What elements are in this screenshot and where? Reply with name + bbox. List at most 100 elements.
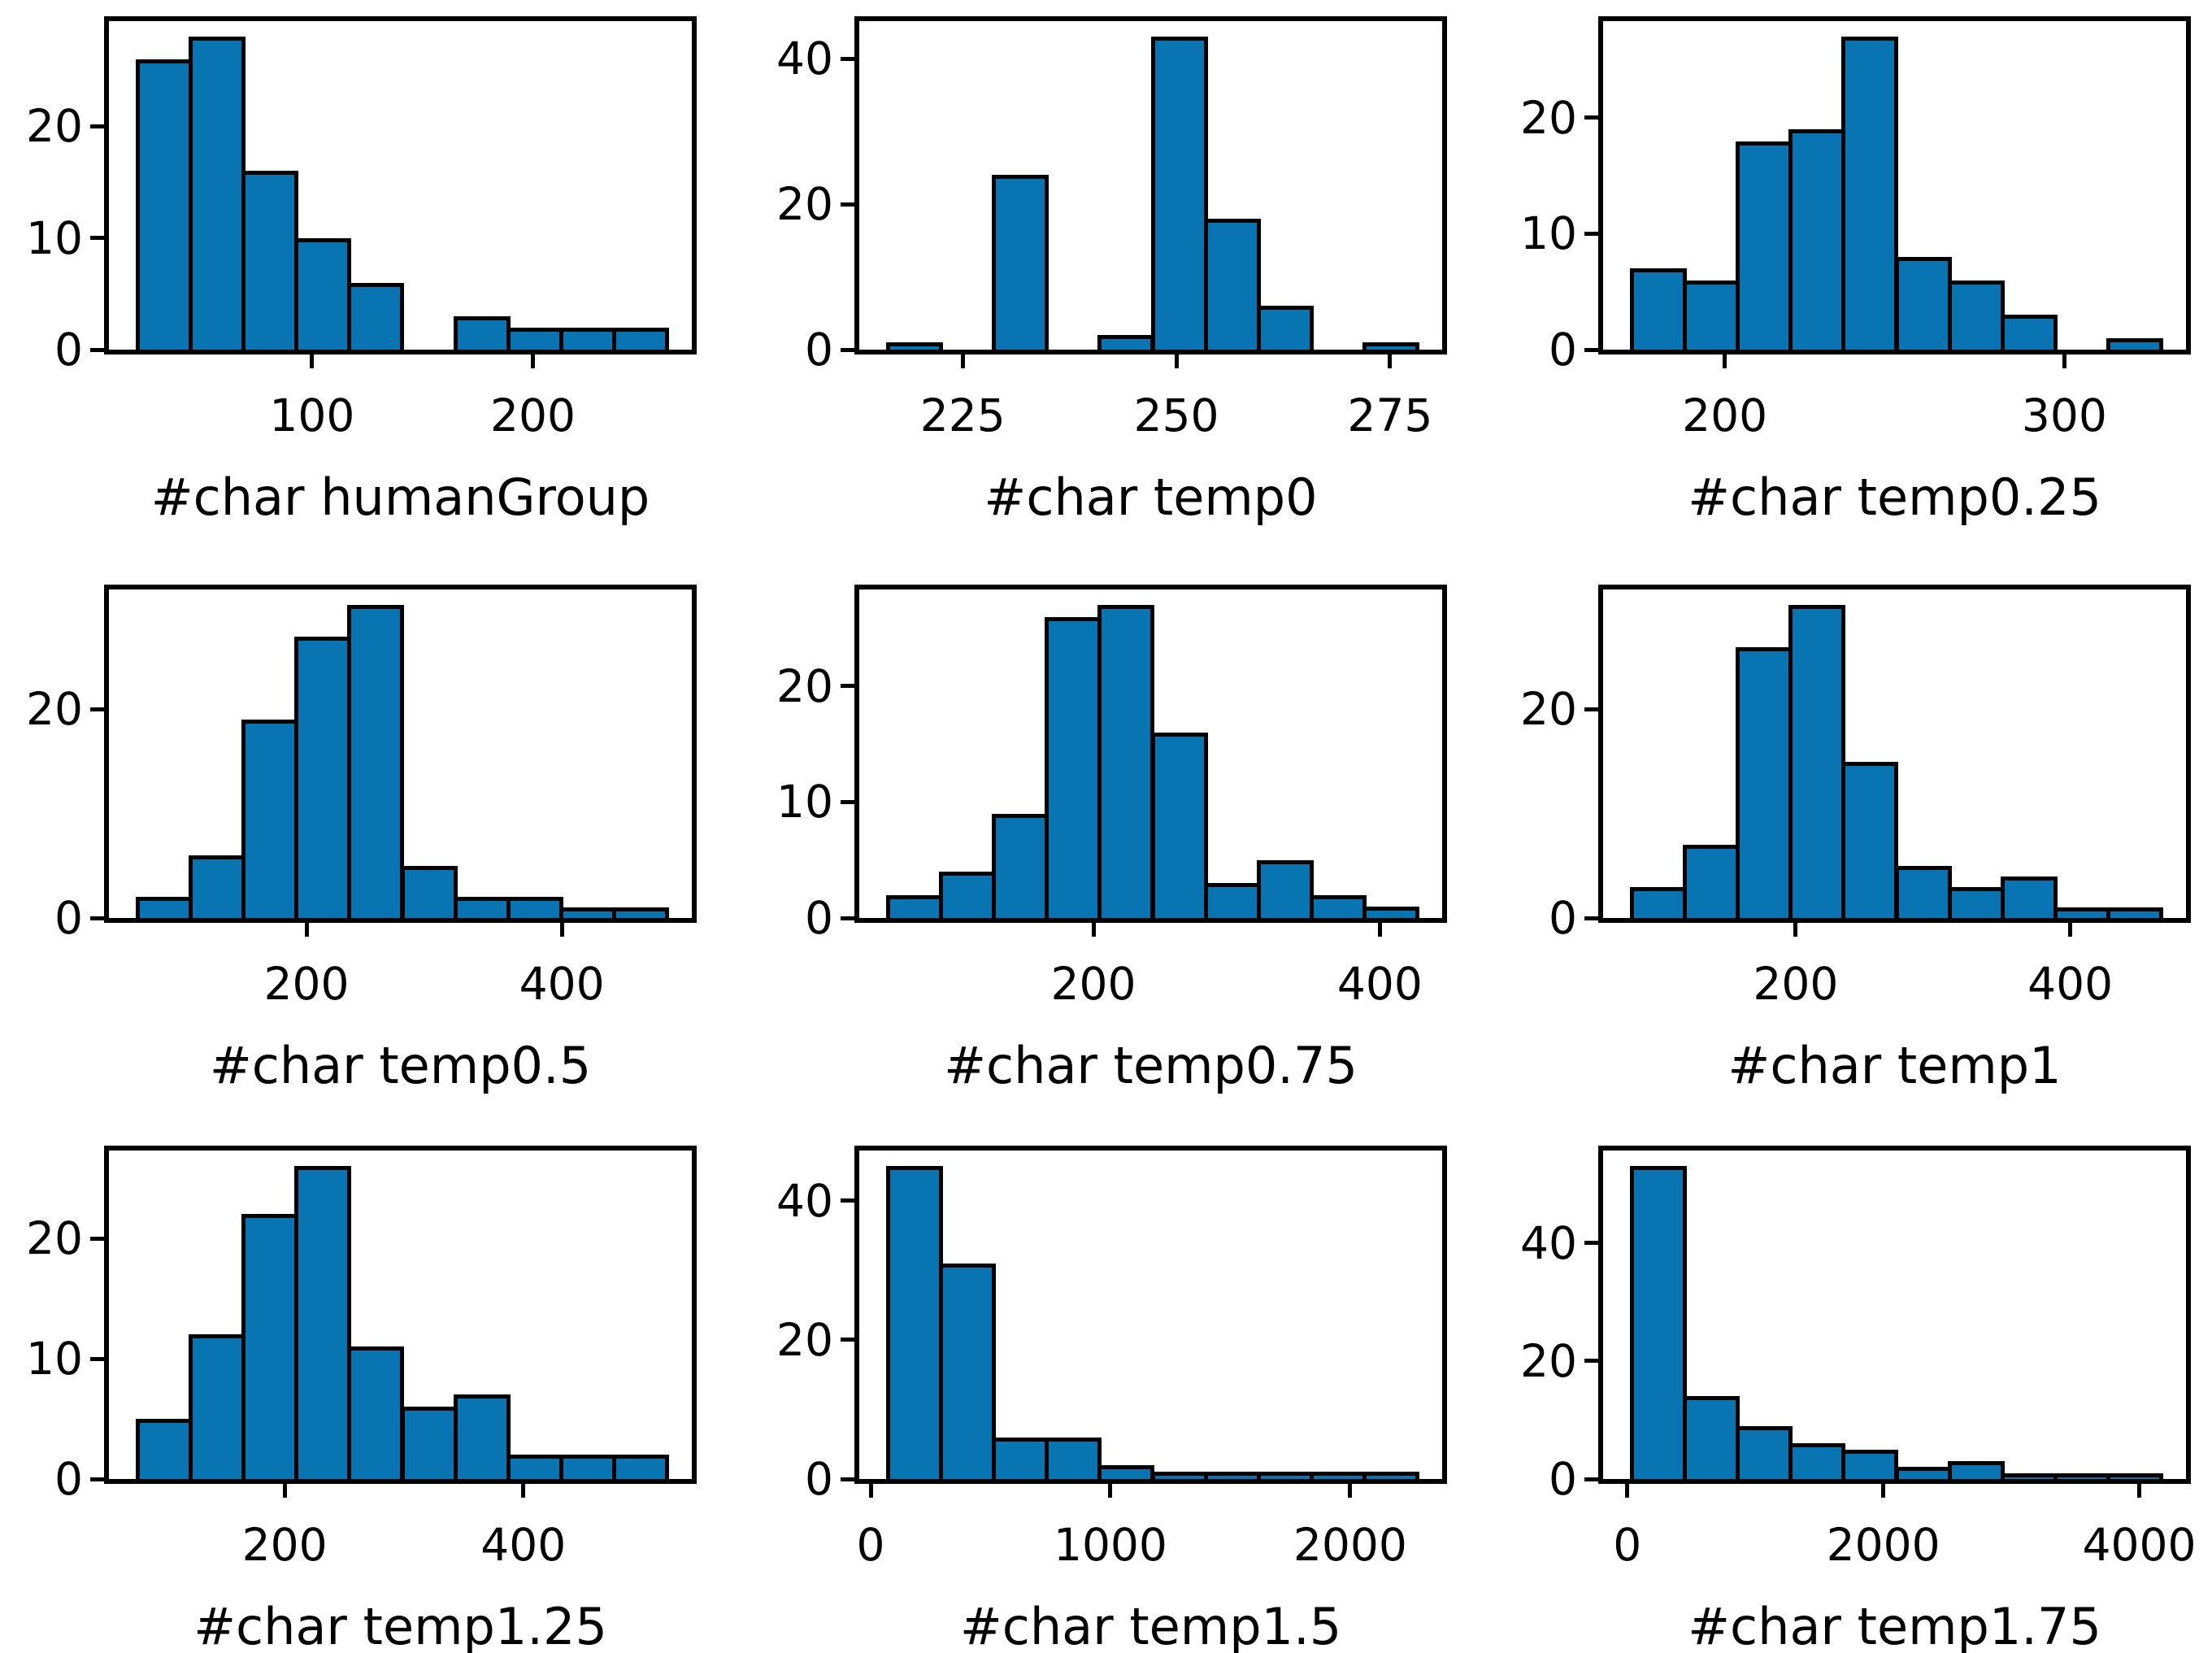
subplot-char-temp0.5: [104, 585, 697, 923]
x-axis-label: #char temp0.75: [944, 1036, 1358, 1095]
histogram-bar: [1682, 1396, 1740, 1479]
histogram-bar: [1045, 1437, 1102, 1479]
x-tick-mark: [1723, 355, 1727, 368]
x-tick-mark: [1793, 923, 1798, 937]
histogram-bar: [1150, 1472, 1208, 1479]
x-axis-label: #char temp0.25: [1688, 468, 2101, 527]
y-tick-mark: [1584, 1359, 1598, 1364]
histogram-bar: [559, 1455, 617, 1479]
histogram-bar: [347, 282, 405, 350]
histogram-bar: [135, 59, 193, 350]
histogram-bar: [506, 1455, 564, 1479]
histogram-bar: [1894, 257, 1952, 350]
x-tick-label: 1000: [1053, 1519, 1167, 1571]
x-tick-label: 0: [1613, 1519, 1642, 1571]
subplot-char-temp0.25: [1598, 16, 2191, 355]
histogram-bar: [1203, 218, 1261, 350]
y-tick-label: 20: [776, 178, 833, 231]
histogram-bar: [188, 855, 246, 918]
x-tick-label: 200: [241, 1519, 328, 1571]
y-tick-label: 40: [776, 1174, 833, 1227]
x-tick-label: 300: [2021, 389, 2107, 442]
y-tick-label: 10: [26, 211, 83, 264]
x-tick-mark: [2062, 355, 2066, 368]
histogram-bar: [612, 907, 670, 918]
y-tick-label: 0: [805, 892, 833, 944]
histogram-bar: [1310, 894, 1367, 918]
y-tick-label: 10: [1520, 207, 1577, 260]
x-axis-label: #char humanGroup: [150, 468, 650, 527]
histogram-bar: [1841, 37, 1899, 350]
y-tick-mark: [841, 1477, 854, 1481]
histogram-bar: [135, 897, 193, 918]
x-tick-label: 250: [1133, 389, 1219, 442]
histogram-bar: [1097, 1464, 1155, 1479]
y-tick-label: 10: [776, 776, 833, 829]
x-tick-label: 225: [919, 389, 1006, 442]
y-tick-mark: [1584, 347, 1598, 352]
x-tick-mark: [2137, 1484, 2142, 1498]
x-tick-mark: [304, 923, 309, 937]
histogram-bar: [559, 327, 617, 350]
histogram-bar: [506, 897, 564, 918]
y-tick-label: 40: [776, 33, 833, 85]
y-tick-mark: [841, 347, 854, 352]
y-tick-mark: [1584, 1477, 1598, 1481]
y-tick-mark: [1584, 916, 1598, 920]
histogram-bar: [559, 907, 617, 918]
histogram-bar: [991, 1437, 1050, 1479]
y-tick-mark: [90, 347, 104, 352]
x-tick-label: 200: [1050, 958, 1136, 1010]
histogram-bar: [1203, 1472, 1261, 1479]
histogram-bar: [1841, 1449, 1899, 1479]
y-tick-label: 0: [1549, 324, 1577, 376]
histogram-bar: [400, 865, 458, 918]
x-tick-mark: [282, 1484, 287, 1498]
histogram-bar: [1362, 342, 1420, 350]
histogram-bar: [1735, 646, 1793, 918]
y-tick-mark: [90, 236, 104, 241]
x-tick-label: 2000: [1826, 1519, 1940, 1571]
histogram-bar: [294, 237, 352, 350]
histogram-bar: [1150, 37, 1208, 350]
x-tick-label: 400: [1336, 958, 1423, 1010]
histogram-bar: [1682, 845, 1740, 918]
histogram-bar: [1203, 883, 1261, 918]
histogram-bar: [2053, 1472, 2111, 1479]
histogram-bar: [2106, 337, 2164, 350]
histogram-bar: [1629, 268, 1687, 350]
y-tick-label: 20: [776, 659, 833, 712]
y-tick-label: 0: [54, 324, 83, 376]
histogram-bar: [612, 327, 670, 350]
y-tick-mark: [841, 916, 854, 920]
histogram-bar: [991, 813, 1050, 918]
histogram-bar: [1256, 306, 1315, 350]
y-tick-label: 20: [776, 1313, 833, 1366]
x-tick-mark: [559, 923, 564, 937]
x-tick-label: 400: [480, 1519, 567, 1571]
histogram-bar: [885, 342, 943, 350]
x-tick-mark: [530, 355, 535, 368]
histogram-bar: [2053, 907, 2111, 918]
x-tick-label: 100: [269, 389, 355, 442]
subplot-char-temp0: [854, 16, 1447, 355]
x-axis-label: #char temp1.5: [959, 1597, 1342, 1653]
x-axis-label: #char temp0.5: [209, 1036, 592, 1095]
y-tick-label: 20: [26, 1212, 83, 1265]
y-tick-mark: [841, 202, 854, 207]
subplot-char-humanGroup: [104, 16, 697, 355]
histogram-bar: [294, 1166, 352, 1479]
y-tick-label: 20: [1520, 683, 1577, 736]
x-tick-label: 200: [489, 389, 576, 442]
y-tick-mark: [90, 916, 104, 920]
x-axis-label: #char temp1: [1727, 1036, 2062, 1095]
subplot-char-temp1.5: [854, 1146, 1447, 1484]
y-tick-mark: [841, 1338, 854, 1342]
histogram-bar: [1947, 886, 2005, 918]
histogram-bar: [188, 1334, 246, 1479]
y-tick-label: 20: [1520, 1334, 1577, 1387]
histogram-bar: [347, 605, 405, 918]
histogram-bar: [1256, 1472, 1315, 1479]
y-tick-mark: [841, 56, 854, 61]
